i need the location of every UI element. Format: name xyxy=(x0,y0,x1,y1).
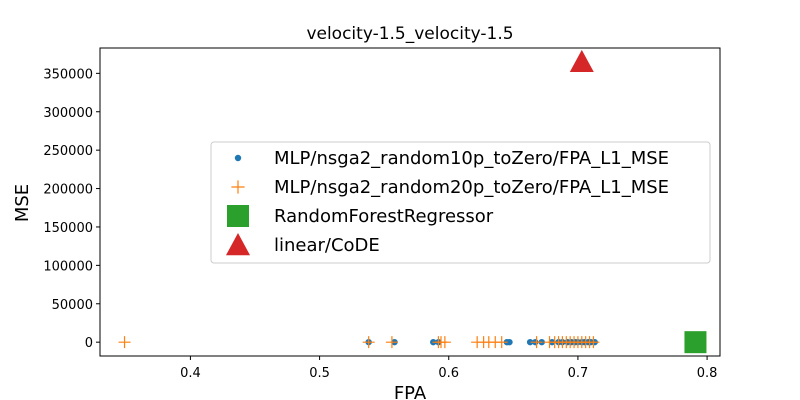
data-point xyxy=(362,336,375,349)
data-point xyxy=(684,331,707,354)
x-tick-label: 0.8 xyxy=(697,366,718,381)
data-point xyxy=(438,336,451,349)
data-point xyxy=(506,338,513,346)
axes: 0.4 0.5 0.6 0.7 0.8 0 50000 100000 150000 200000 2… xyxy=(43,47,721,381)
data-point xyxy=(587,336,600,349)
series-3 xyxy=(684,331,707,354)
y-tick-label: 100000 xyxy=(43,259,93,274)
plot-area xyxy=(118,49,707,354)
y-tick-label: 50000 xyxy=(52,298,93,313)
data-point xyxy=(118,336,131,349)
legend: MLP/nsga2_random10p_toZero/FPA_L1_MSE MLP… xyxy=(210,141,711,264)
data-point xyxy=(495,336,508,349)
legend-marker xyxy=(234,154,242,162)
series-2 xyxy=(118,336,600,349)
data-point xyxy=(569,49,594,73)
legend-box xyxy=(210,141,711,264)
data-point xyxy=(526,338,534,346)
y-tick-label: 150000 xyxy=(43,221,93,236)
x-tick-label: 0.5 xyxy=(309,366,330,381)
legend-label: RandomForestRegressor xyxy=(274,206,494,227)
x-axis-label: FPA xyxy=(394,383,427,400)
plot-frame xyxy=(99,47,721,357)
legend-marker xyxy=(227,205,249,227)
y-tick-label: 300000 xyxy=(43,106,93,121)
data-point xyxy=(385,336,398,349)
series-4 xyxy=(569,49,594,73)
data-point xyxy=(530,336,543,349)
legend-marker xyxy=(231,180,245,194)
legend-label: MLP/nsga2_random20p_toZero/FPA_L1_MSE xyxy=(274,177,669,198)
y-tick-label: 350000 xyxy=(43,67,93,82)
legend-label: linear/CoDE xyxy=(274,235,380,256)
y-tick-label: 0 xyxy=(85,336,93,351)
y-tick-label: 250000 xyxy=(43,144,93,159)
y-axis-label: MSE xyxy=(12,184,33,222)
legend-marker xyxy=(226,233,250,256)
x-tick-label: 0.4 xyxy=(180,366,201,381)
chart-title: velocity-1.5_velocity-1.5 xyxy=(306,24,513,44)
x-tick-label: 0.7 xyxy=(568,366,589,381)
x-tick-label: 0.6 xyxy=(438,366,459,381)
y-tick-label: 200000 xyxy=(43,183,93,198)
legend-label: MLP/nsga2_random10p_toZero/FPA_L1_MSE xyxy=(274,148,669,169)
